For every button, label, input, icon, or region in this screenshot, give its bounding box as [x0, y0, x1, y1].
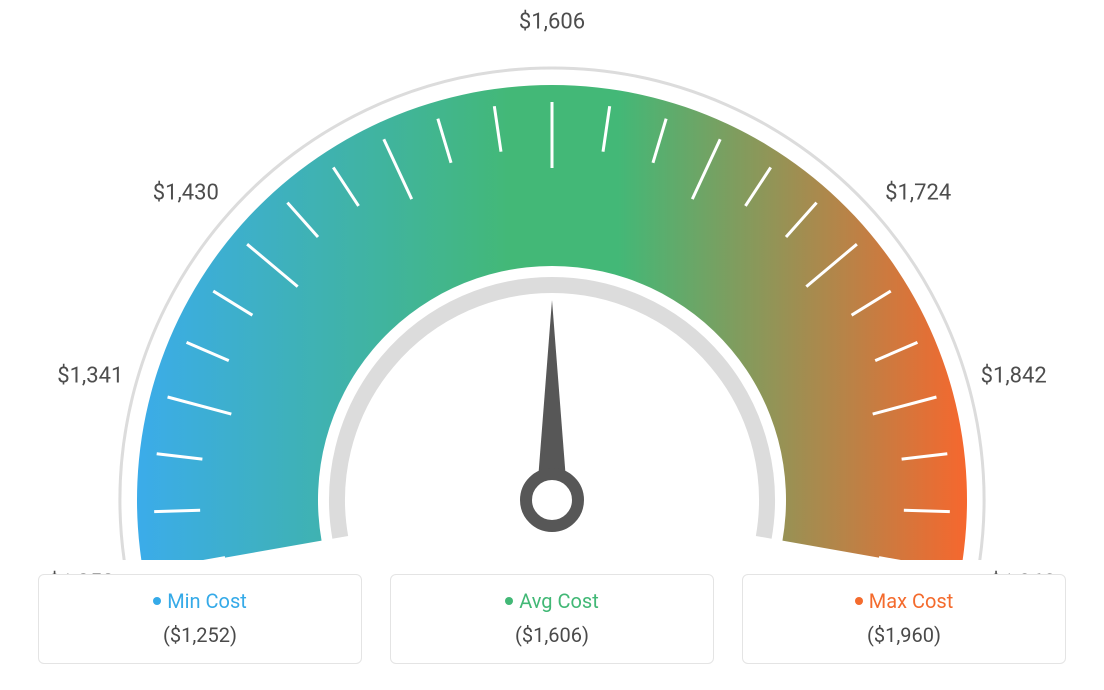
legend-avg-label: Avg Cost	[399, 589, 705, 613]
legend-row: Min Cost ($1,252) Avg Cost ($1,606) Max …	[38, 574, 1066, 664]
gauge-tick-label: $1,341	[57, 364, 123, 389]
legend-max-value: ($1,960)	[751, 623, 1057, 647]
legend-max: Max Cost ($1,960)	[742, 574, 1066, 664]
cost-gauge: $1,252$1,341$1,430$1,606$1,724$1,842$1,9…	[0, 0, 1104, 560]
legend-min-label: Min Cost	[47, 589, 353, 613]
gauge-tick-label: $1,842	[981, 364, 1047, 389]
legend-min-label-text: Min Cost	[167, 589, 247, 613]
dot-icon	[153, 597, 161, 605]
legend-min: Min Cost ($1,252)	[38, 574, 362, 664]
legend-min-value: ($1,252)	[47, 623, 353, 647]
legend-avg: Avg Cost ($1,606)	[390, 574, 714, 664]
legend-avg-label-text: Avg Cost	[519, 589, 599, 613]
dot-icon	[505, 597, 513, 605]
legend-max-label: Max Cost	[751, 589, 1057, 613]
legend-avg-value: ($1,606)	[399, 623, 705, 647]
dot-icon	[855, 597, 863, 605]
gauge-tick-label: $1,724	[885, 180, 951, 205]
gauge-tick-label: $1,606	[519, 10, 585, 35]
legend-max-label-text: Max Cost	[869, 589, 954, 613]
gauge-tick-label: $1,430	[153, 180, 219, 205]
